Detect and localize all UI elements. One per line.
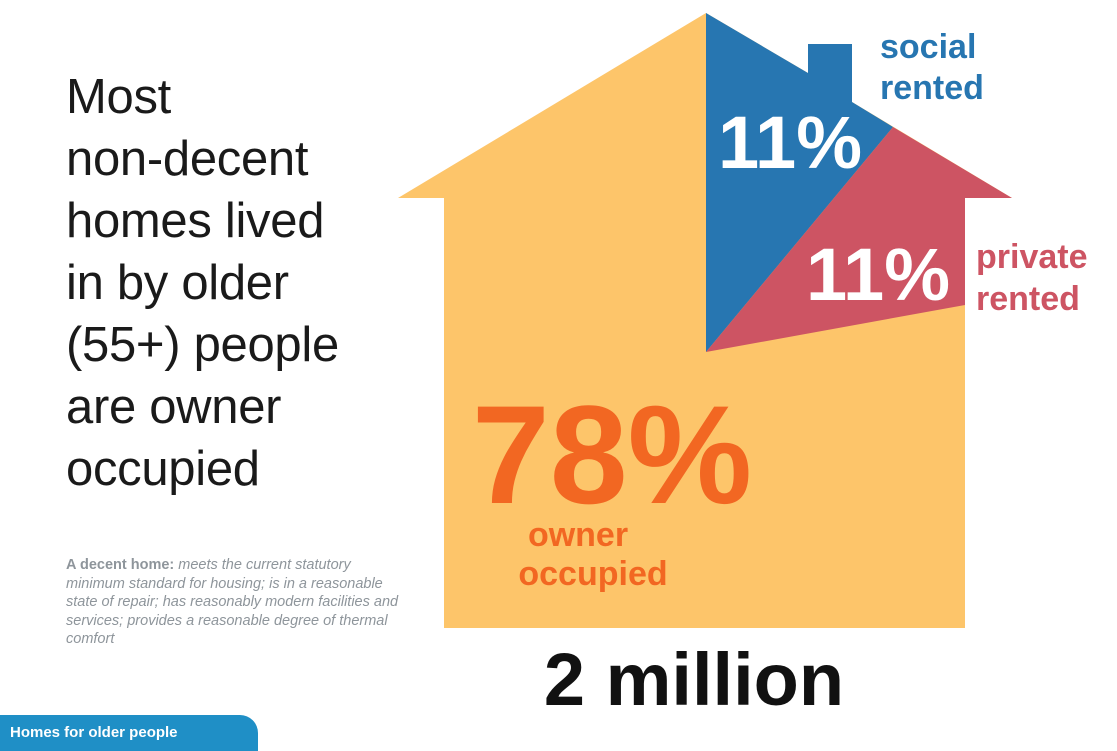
headline-line: homes lived [66, 194, 325, 248]
headline-line: Most [66, 70, 171, 124]
definition-description: meets the current statutory minimum stan… [66, 557, 399, 647]
category-label-private-line1: private [976, 238, 1088, 276]
value-label-owner: 78% [472, 376, 752, 533]
headline-line: in by older [66, 256, 289, 310]
section-tab[interactable]: Homes for older people [0, 715, 258, 751]
total-label: 2 million [544, 638, 844, 721]
value-label-social: 11% [718, 101, 862, 184]
section-tab-label: Homes for older people [10, 724, 178, 741]
headline-line: non-decent [66, 132, 309, 186]
slice-private-rented [706, 127, 1012, 352]
headline-line: (55+) people [66, 318, 339, 372]
slice-social-rented [706, 13, 893, 352]
value-label-private: 11% [806, 233, 950, 316]
headline-line: are owner [66, 380, 282, 434]
headline: Most non-decent homes lived in by older … [66, 66, 386, 500]
headline-line: occupied [66, 442, 260, 496]
category-label-owner-line1: owner [528, 516, 628, 554]
decent-home-definition: A decent home: meets the current statuto… [66, 556, 406, 649]
category-label-social-line2: rented [880, 69, 984, 107]
definition-term: A decent home: [66, 557, 175, 573]
category-label-social-line1: social [880, 28, 976, 66]
category-label-owner-line2: occupied [518, 555, 667, 593]
category-label-private-line2: rented [976, 280, 1080, 318]
